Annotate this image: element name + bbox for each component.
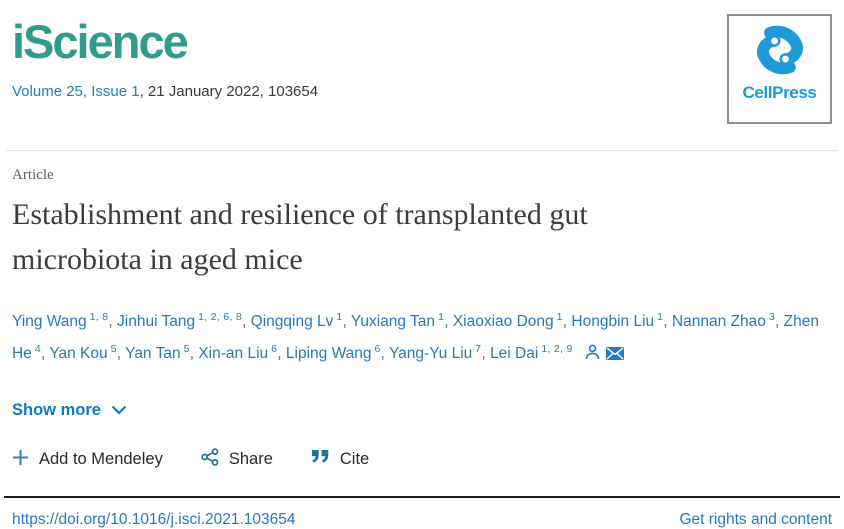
share-button[interactable]: Share <box>201 448 273 471</box>
author-link[interactable]: Liping Wang 6 <box>285 342 381 362</box>
author-link[interactable]: Lei Dai 1, 2, 9 <box>490 342 573 362</box>
journal-header: iScience Volume 25, Issue 1, 21 January … <box>12 0 832 124</box>
publisher-name: CellPress <box>742 83 817 102</box>
author-link[interactable]: Xin-an Liu 6 <box>198 342 278 362</box>
share-icon <box>201 448 219 471</box>
cite-label: Cite <box>339 450 370 469</box>
show-more-label: Show more <box>12 401 101 420</box>
author-link[interactable]: Yan Kou 5 <box>49 342 117 362</box>
plus-icon <box>12 449 29 471</box>
article-type-label: Article <box>12 167 54 183</box>
journal-logo[interactable]: iScience <box>12 15 189 68</box>
author-link[interactable]: Jinhui Tang 1, 2, 6, 8 <box>117 310 243 330</box>
show-more-button[interactable]: Show more <box>12 401 127 420</box>
add-to-mendeley-button[interactable]: Add to Mendeley <box>12 449 163 471</box>
header-divider <box>6 150 838 151</box>
doi-link[interactable]: https://doi.org/10.1016/j.isci.2021.1036… <box>12 511 296 529</box>
author-person-icon[interactable] <box>584 340 601 372</box>
author-link[interactable]: Ying Wang 1, 8 <box>12 310 109 330</box>
author-link[interactable]: Nannan Zhao 3 <box>671 310 775 330</box>
issue-link[interactable]: Volume 25, Issue 1 <box>12 82 140 100</box>
footer-divider <box>4 496 840 499</box>
article-title: Establishment and resilience of transpla… <box>12 198 588 276</box>
issue-line: Volume 25, Issue 1, 21 January 2022, 103… <box>12 83 318 100</box>
issue-date-text: , 21 January 2022, 103654 <box>139 82 319 100</box>
publisher-logo-box[interactable]: CellPress <box>727 14 832 124</box>
get-rights-link[interactable]: Get rights and content <box>679 511 832 529</box>
add-to-mendeley-label: Add to Mendeley <box>39 450 163 469</box>
cite-button[interactable]: Cite <box>311 450 369 469</box>
chevron-down-icon <box>111 401 127 420</box>
author-link[interactable]: Qingqing Lv 1 <box>250 310 343 330</box>
author-list: Ying Wang 1, 8, Jinhui Tang 1, 2, 6, 8, Qi… <box>12 310 819 362</box>
action-bar: Add to Mendeley Share <box>12 448 832 471</box>
author-link[interactable]: Yuxiang Tan 1 <box>350 310 445 330</box>
author-link[interactable]: Hongbin Liu 1 <box>571 310 664 330</box>
share-label: Share <box>228 450 273 469</box>
author-link[interactable]: Zhen He 4 <box>12 313 819 362</box>
author-link[interactable]: Yang-Yu Liu 7 <box>388 342 482 362</box>
quote-cite-icon <box>311 450 330 469</box>
cellpress-swirl-icon <box>751 20 809 85</box>
journal-header-left: iScience Volume 25, Issue 1, 21 January … <box>12 12 318 100</box>
author-list-wrap: Ying Wang 1, 8, Jinhui Tang 1, 2, 6, 8, Qi… <box>12 306 832 372</box>
author-link[interactable]: Xiaoxiao Dong 1 <box>452 310 563 330</box>
footer-bar: https://doi.org/10.1016/j.isci.2021.1036… <box>12 511 832 529</box>
author-link[interactable]: Yan Tan 5 <box>125 342 190 362</box>
email-icon[interactable] <box>605 340 624 372</box>
author-icons <box>579 344 624 362</box>
